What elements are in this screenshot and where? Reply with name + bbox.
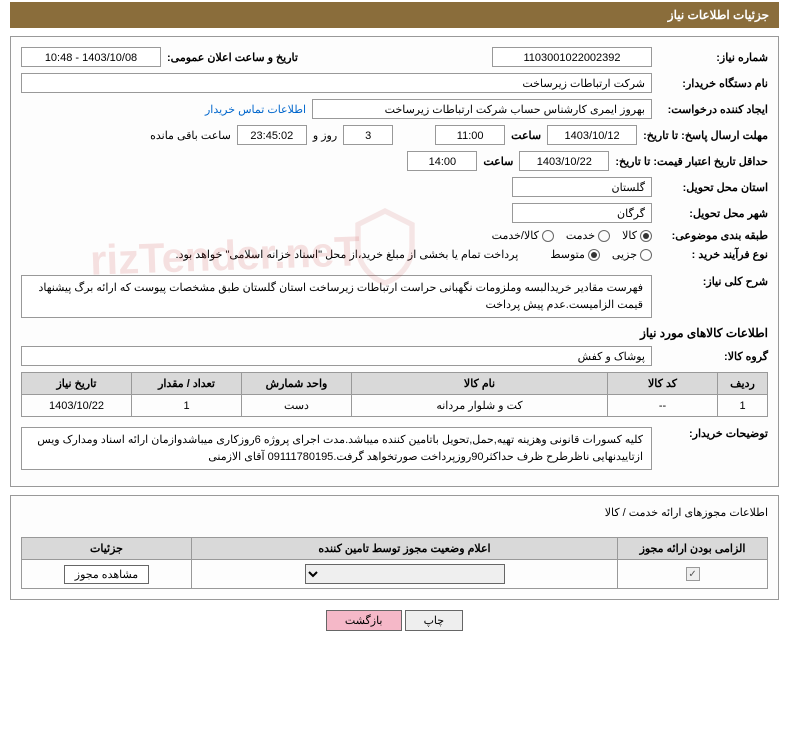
radio-goods-service-label: کالا/خدمت: [492, 229, 539, 242]
price-validity-time: 14:00: [407, 151, 477, 171]
radio-service[interactable]: خدمت: [566, 229, 610, 242]
need-no-label: شماره نیاز:: [658, 51, 768, 64]
requester-label: ایجاد کننده درخواست:: [658, 103, 768, 116]
td-code: --: [608, 395, 718, 417]
goods-table: ردیف کد کالا نام کالا واحد شمارش تعداد /…: [21, 372, 768, 417]
goods-group-value: پوشاک و کفش: [21, 346, 652, 366]
day-and-label: روز و: [313, 129, 337, 142]
td-details: مشاهده مجوز: [22, 560, 192, 589]
th-status: اعلام وضعیت مجوز توسط تامین کننده: [192, 538, 618, 560]
th-unit: واحد شمارش: [242, 373, 352, 395]
page-header: جزئیات اطلاعات نیاز: [10, 2, 779, 28]
buyer-contact-link[interactable]: اطلاعات تماس خریدار: [205, 103, 306, 116]
goods-group-label: گروه کالا:: [658, 350, 768, 363]
radio-goods[interactable]: کالا: [622, 229, 652, 242]
td-idx: 1: [718, 395, 768, 417]
radio-goods-service[interactable]: کالا/خدمت: [492, 229, 554, 242]
status-select[interactable]: [305, 564, 505, 584]
table-row: 1 -- کت و شلوار مردانه دست 1 1403/10/22: [22, 395, 768, 417]
payment-note: پرداخت تمام یا بخشی از مبلغ خرید،از محل …: [176, 248, 519, 261]
announce-value: 1403/10/08 - 10:48: [21, 47, 161, 67]
radio-minor-icon: [640, 249, 652, 261]
remain-label: ساعت باقی مانده: [150, 129, 231, 142]
radio-medium[interactable]: متوسط: [550, 248, 600, 261]
requester-value: بهروز ایمری کارشناس حساب شرکت ارتباطات ز…: [312, 99, 652, 119]
purchase-type-label: نوع فرآیند خرید :: [658, 248, 768, 261]
permits-table: الزامی بودن ارائه مجوز اعلام وضعیت مجوز …: [21, 537, 768, 589]
remain-hms-value: 23:45:02: [237, 125, 307, 145]
purchase-type-radio-group: جزیی متوسط: [550, 248, 652, 261]
city-value: گرگان: [512, 203, 652, 223]
city-label: شهر محل تحویل:: [658, 207, 768, 220]
resp-deadline-label: مهلت ارسال پاسخ: تا تاریخ:: [643, 129, 768, 142]
summary-text: فهرست مقادیر خریدالبسه وملزومات نگهبانی …: [21, 275, 652, 318]
buyer-org-value: شرکت ارتباطات زیرساخت: [21, 73, 652, 93]
price-validity-date: 1403/10/22: [519, 151, 609, 171]
back-button[interactable]: بازگشت: [326, 610, 402, 631]
radio-medium-label: متوسط: [550, 248, 585, 261]
category-radio-group: کالا خدمت کالا/خدمت: [492, 229, 652, 242]
radio-minor-label: جزیی: [612, 248, 637, 261]
summary-label: شرح کلی نیاز:: [658, 275, 768, 288]
goods-info-title: اطلاعات کالاهای مورد نیاز: [21, 326, 768, 340]
time-label-1: ساعت: [511, 129, 541, 142]
province-label: استان محل تحویل:: [658, 181, 768, 194]
buyer-notes-text: کلیه کسورات قانونی وهزینه تهیه,حمل,تحویل…: [21, 427, 652, 470]
th-required: الزامی بودن ارائه مجوز: [618, 538, 768, 560]
radio-minor[interactable]: جزیی: [612, 248, 652, 261]
th-details: جزئیات: [22, 538, 192, 560]
need-no-value: 1103001022002392: [492, 47, 652, 67]
radio-goods-icon: [640, 230, 652, 242]
td-need-date: 1403/10/22: [22, 395, 132, 417]
print-button[interactable]: چاپ: [405, 610, 464, 631]
th-code: کد کالا: [608, 373, 718, 395]
announce-label: تاریخ و ساعت اعلان عمومی:: [167, 51, 298, 64]
permits-header-row: الزامی بودن ارائه مجوز اعلام وضعیت مجوز …: [22, 538, 768, 560]
th-name: نام کالا: [352, 373, 608, 395]
category-label: طبقه بندی موضوعی:: [658, 229, 768, 242]
required-checkbox[interactable]: [686, 567, 700, 581]
province-value: گلستان: [512, 177, 652, 197]
resp-time-value: 11:00: [435, 125, 505, 145]
table-header-row: ردیف کد کالا نام کالا واحد شمارش تعداد /…: [22, 373, 768, 395]
view-permit-button[interactable]: مشاهده مجوز: [64, 565, 149, 584]
resp-date-value: 1403/10/12: [547, 125, 637, 145]
buyer-org-label: نام دستگاه خریدار:: [658, 77, 768, 90]
radio-service-icon: [598, 230, 610, 242]
td-name: کت و شلوار مردانه: [352, 395, 608, 417]
th-need-date: تاریخ نیاز: [22, 373, 132, 395]
main-panel: rizTender.neT شماره نیاز: 11030010220023…: [10, 36, 779, 487]
th-row: ردیف: [718, 373, 768, 395]
button-row: چاپ بازگشت: [0, 610, 789, 631]
radio-goods-label: کالا: [622, 229, 637, 242]
radio-medium-icon: [588, 249, 600, 261]
price-validity-label: حداقل تاریخ اعتبار قیمت: تا تاریخ:: [615, 155, 768, 168]
permits-title: اطلاعات مجوزهای ارائه خدمت / کالا: [21, 506, 768, 519]
buyer-notes-label: توضیحات خریدار:: [658, 427, 768, 440]
remain-days-value: 3: [343, 125, 393, 145]
td-status: [192, 560, 618, 589]
time-label-2: ساعت: [483, 155, 513, 168]
th-qty: تعداد / مقدار: [132, 373, 242, 395]
permits-row: مشاهده مجوز: [22, 560, 768, 589]
td-required: [618, 560, 768, 589]
radio-service-label: خدمت: [566, 229, 595, 242]
td-unit: دست: [242, 395, 352, 417]
permits-panel: اطلاعات مجوزهای ارائه خدمت / کالا الزامی…: [10, 495, 779, 600]
radio-goods-service-icon: [542, 230, 554, 242]
page-title: جزئیات اطلاعات نیاز: [668, 8, 769, 22]
td-qty: 1: [132, 395, 242, 417]
